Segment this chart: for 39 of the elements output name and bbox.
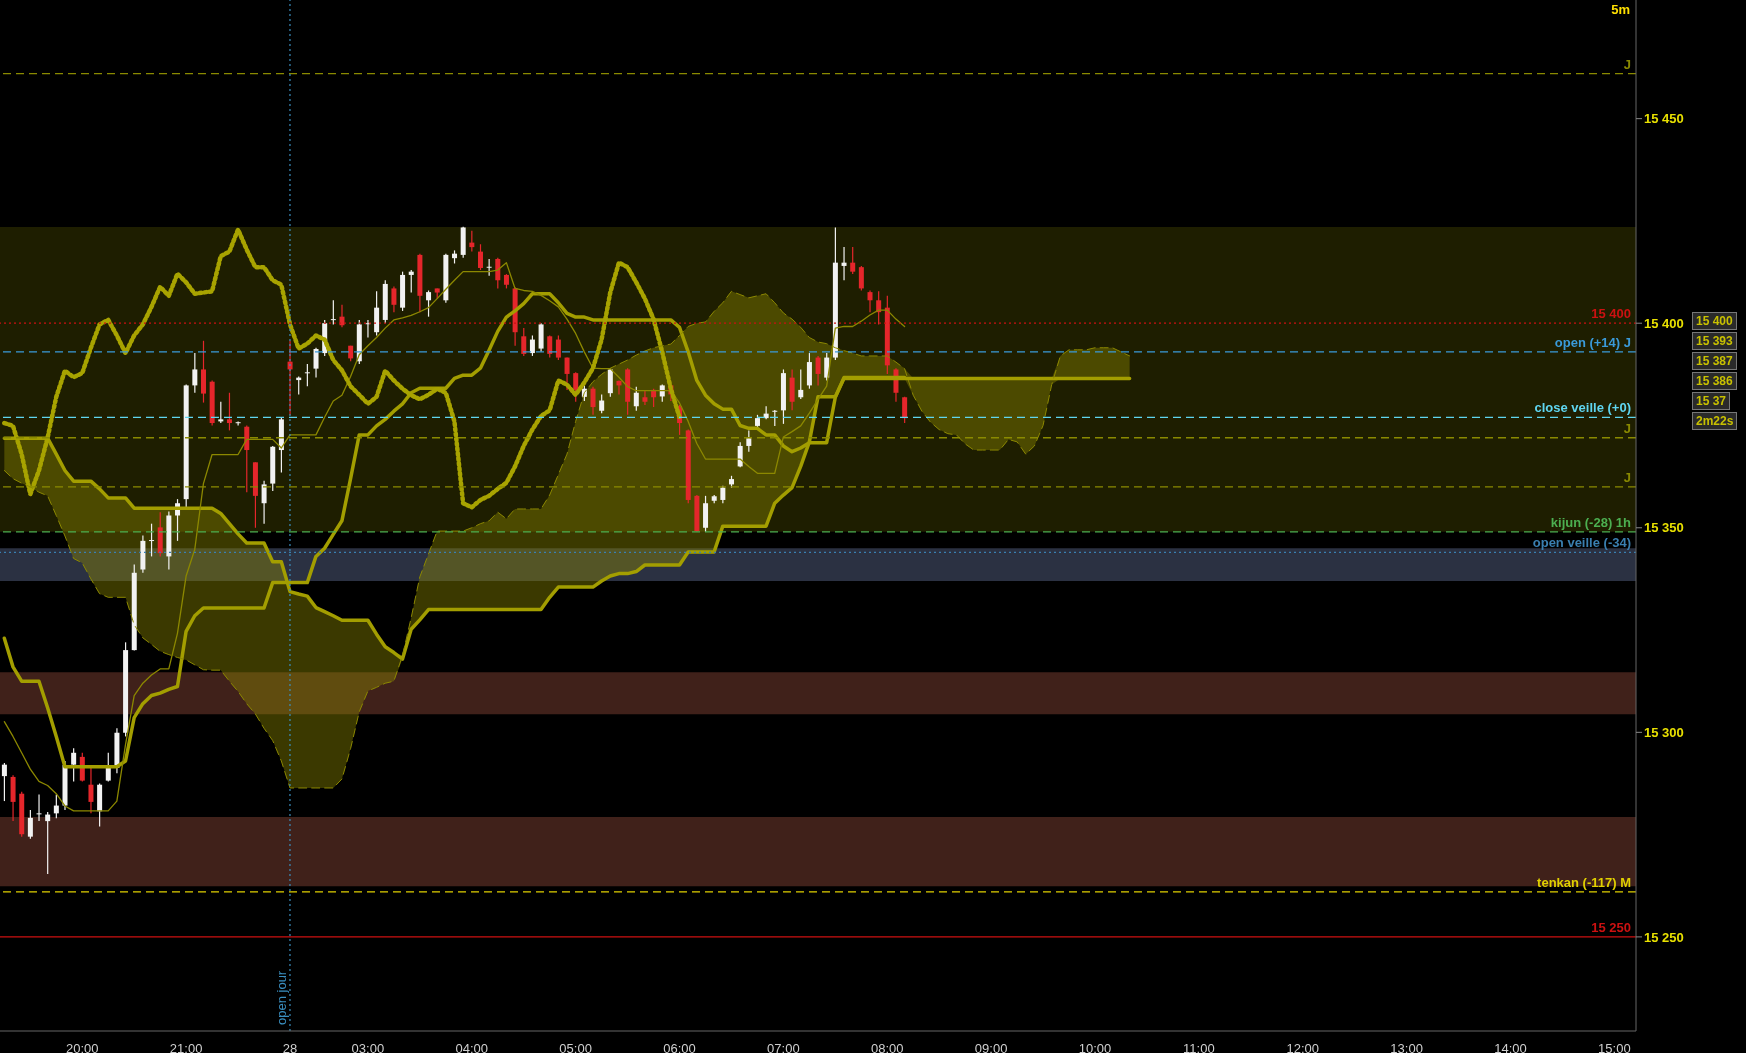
ref-line-label: close veille (+0)	[1534, 400, 1631, 416]
ref-line-label: kijun (-28) 1h	[1550, 514, 1632, 530]
x-tick-label: 14:00	[1494, 1041, 1527, 1053]
x-tick-label: 20:00	[65, 1041, 99, 1053]
x-tick-label: 09:00	[974, 1041, 1008, 1053]
x-tick-label: 13:00	[1390, 1041, 1423, 1053]
ref-line-label: tenkan (-117) M	[1537, 874, 1631, 890]
text: 15 37	[1692, 392, 1731, 410]
x-tick-label: 08:00	[870, 1041, 904, 1053]
x-tick-label: 10:00	[1078, 1041, 1112, 1053]
ref-line-label: open veille (-34)	[1532, 535, 1631, 551]
x-tick-label: 05:00	[559, 1041, 592, 1053]
x-tick-label: 03:00	[351, 1041, 385, 1053]
x-tick-label: 15:00	[1598, 1041, 1631, 1053]
text: 15 386	[1692, 372, 1737, 390]
x-tick-label: 12:00	[1286, 1041, 1320, 1053]
ref-line-label: open jour	[273, 970, 289, 1025]
ref-line-label: J	[1623, 56, 1631, 72]
x-tick-label: 28	[282, 1041, 298, 1053]
ref-line-label: J	[1623, 469, 1631, 485]
text: 15 400	[1692, 312, 1737, 330]
x-tick-label: 04:00	[455, 1041, 489, 1053]
x-tick-label: 07:00	[767, 1041, 800, 1053]
y-tick-label: 15 300	[1644, 724, 1684, 740]
x-tick-label: 11:00	[1183, 1041, 1215, 1053]
y-tick-label: 15 250	[1644, 929, 1684, 945]
y-tick-label: 15 350	[1644, 520, 1684, 536]
y-tick-label: 15 400	[1644, 315, 1684, 331]
y-tick-label: 15 450	[1644, 111, 1684, 127]
x-tick-label: 06:00	[663, 1041, 696, 1053]
ref-line-label: 15 250	[1591, 919, 1631, 935]
chart-subtitle: 5m	[1611, 2, 1630, 17]
ref-line-label: J	[1623, 420, 1631, 436]
ref-line-label: 15 400	[1591, 306, 1631, 322]
text: 15 387	[1692, 352, 1737, 370]
ref-line-label: open (+14) J	[1554, 334, 1631, 350]
text: 15 393	[1692, 332, 1737, 350]
text: 2m22s	[1692, 412, 1738, 430]
x-tick-label: 21:00	[169, 1041, 203, 1053]
